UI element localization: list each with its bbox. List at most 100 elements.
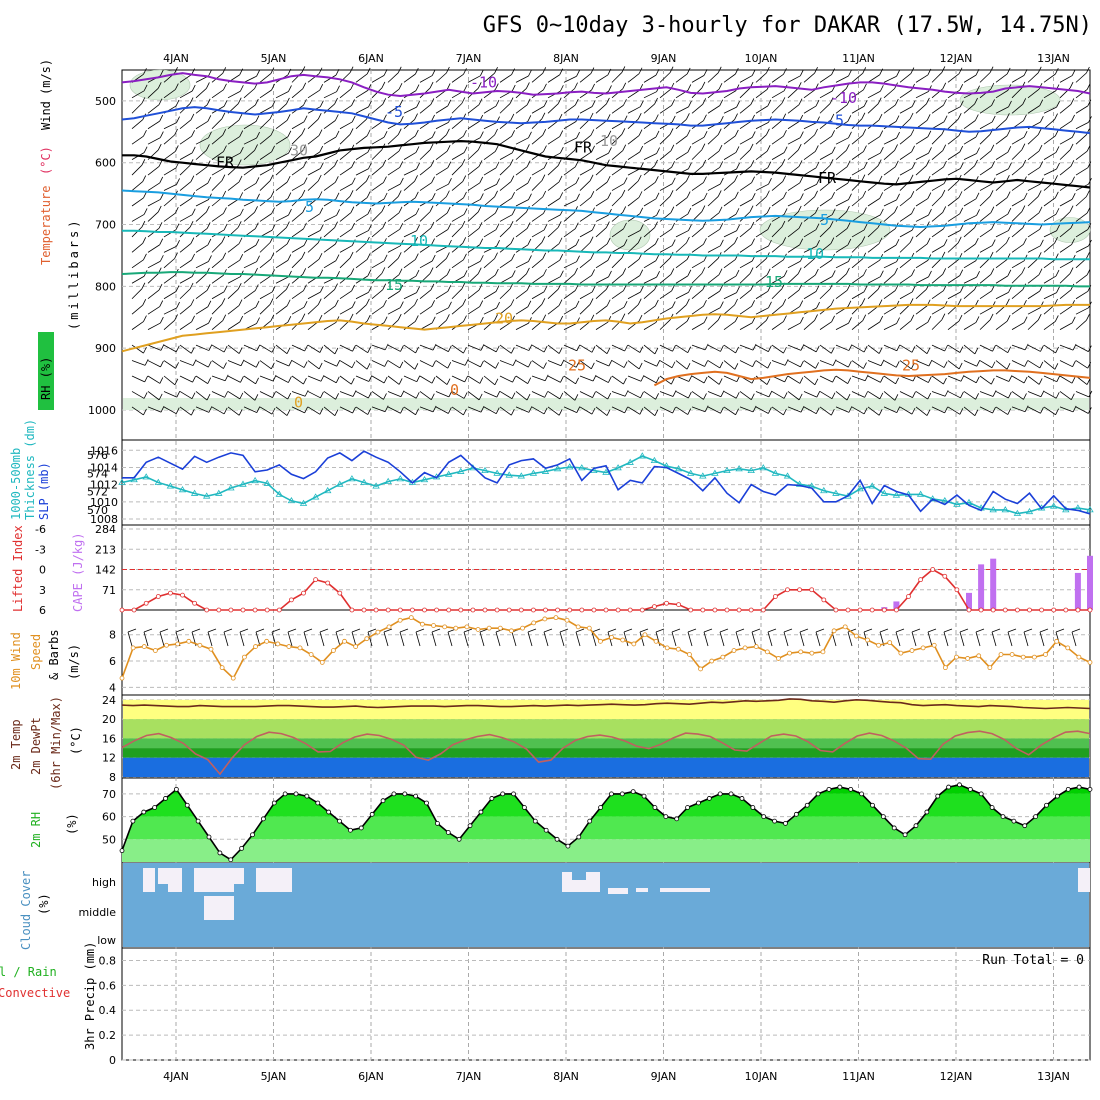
wind-barb — [179, 152, 193, 160]
wind10m-barb-feather — [591, 628, 601, 633]
wind-barb — [547, 276, 561, 284]
wind-barb-feather — [543, 285, 548, 292]
wind10m-barb-feather — [911, 628, 921, 633]
wind-barb — [483, 391, 497, 398]
wind-barb — [419, 75, 433, 83]
wind-barb-feather — [415, 346, 419, 354]
wind-barb-feather — [527, 115, 532, 122]
thickness-line-point — [578, 464, 586, 471]
wind-barb — [947, 106, 961, 114]
thickness-line-point — [517, 472, 526, 479]
wind-barb — [1011, 103, 1023, 114]
wind-barb-feather — [816, 178, 820, 185]
wind-barb — [1011, 289, 1023, 300]
wind-barb-feather — [863, 207, 867, 214]
rh2m-line-point — [587, 818, 593, 824]
wind-barb-feather — [1055, 408, 1059, 415]
wind-barb — [579, 375, 594, 382]
wind-barb — [563, 211, 575, 222]
wind-barb — [579, 167, 593, 176]
wind-barb — [787, 182, 800, 191]
wind-barb — [611, 195, 623, 207]
wind-barb-feather — [1054, 67, 1059, 75]
pressure-tick: 500 — [95, 95, 116, 108]
dewpt-ylabel: 2m DewPt — [29, 717, 43, 775]
wind-barb — [787, 137, 801, 145]
wind-barb — [915, 344, 928, 355]
wind-barb — [371, 149, 383, 160]
wind-barb-feather — [319, 207, 324, 215]
isotherm-label: FR — [818, 169, 837, 187]
wind-barb — [851, 134, 863, 145]
wind-barb-feather — [766, 145, 771, 152]
wind-barb — [1059, 165, 1072, 176]
wind-barb — [211, 291, 225, 300]
wind-barb-feather — [896, 406, 901, 413]
wind-barb — [947, 168, 961, 176]
wind-barb-feather — [816, 390, 821, 398]
wind-barb — [515, 375, 528, 384]
wind-barb-feather — [223, 223, 228, 231]
wind-barb-feather — [336, 270, 340, 278]
rh2m-line-point — [989, 805, 995, 810]
wind-barb-feather — [223, 407, 228, 415]
wind-barb-feather — [941, 251, 946, 259]
wind-barb-feather — [941, 313, 946, 320]
thickness-line-point — [674, 465, 683, 472]
wind-barb — [307, 258, 320, 269]
wind-barb — [915, 74, 929, 83]
wind-barb-feather — [206, 144, 210, 151]
wind-barb — [1011, 375, 1025, 384]
wind-barb — [579, 180, 591, 191]
thickness-line-point — [505, 471, 513, 478]
wind-barb — [819, 375, 833, 383]
wind-barb-feather — [255, 177, 260, 184]
wind-barb — [147, 322, 161, 330]
wind-barb-feather — [414, 298, 418, 306]
wind-barb-feather — [1021, 205, 1026, 212]
wind-barb — [963, 120, 976, 130]
wind-barb — [659, 150, 672, 160]
wind-barb-feather — [847, 115, 852, 122]
wind-barb-feather — [718, 378, 723, 385]
wind-barb — [563, 261, 577, 269]
x-tick-bottom: 4JAN — [163, 1070, 189, 1083]
wind10m-line-point — [1031, 654, 1037, 660]
wind-barb-feather — [799, 300, 804, 307]
wind-barb — [963, 227, 975, 238]
upper-ylabel-units: (millibars) — [67, 218, 81, 330]
wind10m-barb — [639, 631, 645, 647]
wind-barb — [867, 406, 880, 416]
wind-barb-feather — [206, 82, 210, 89]
wind-barb-feather — [688, 100, 692, 108]
wind-barb-feather — [816, 240, 820, 247]
lifted-index-line-point — [821, 597, 827, 603]
wind-barb-feather — [654, 221, 658, 228]
wind-barb — [835, 149, 847, 160]
wind-barb-feather — [1008, 162, 1012, 169]
wind-barb-feather — [415, 146, 420, 153]
wind-barb-feather — [942, 268, 947, 275]
temp-band — [123, 738, 1089, 749]
wind-barb — [643, 360, 657, 367]
wind-barb — [227, 276, 241, 284]
wind-barb-feather — [510, 113, 515, 121]
wind-barb — [835, 391, 848, 401]
wind-barb — [819, 103, 831, 114]
wind-barb-feather — [704, 360, 709, 367]
wind-barb-feather — [703, 69, 708, 76]
wind-barb-feather — [368, 162, 372, 169]
wind-barb-feather — [575, 177, 580, 184]
wind-barb — [595, 74, 609, 83]
wind-barb — [419, 104, 432, 114]
wind-barb — [755, 89, 768, 99]
wind-barb-feather — [687, 346, 692, 353]
wind-barb-feather — [543, 345, 548, 353]
wind-barb-feather — [574, 144, 578, 151]
wind-barb-feather — [224, 374, 229, 381]
wind-barb-feather — [815, 345, 820, 353]
wind10m-barb — [543, 631, 549, 647]
wind-barb-feather — [718, 144, 723, 152]
wind-barb-feather — [303, 115, 308, 122]
wind-barb-feather — [702, 98, 707, 105]
